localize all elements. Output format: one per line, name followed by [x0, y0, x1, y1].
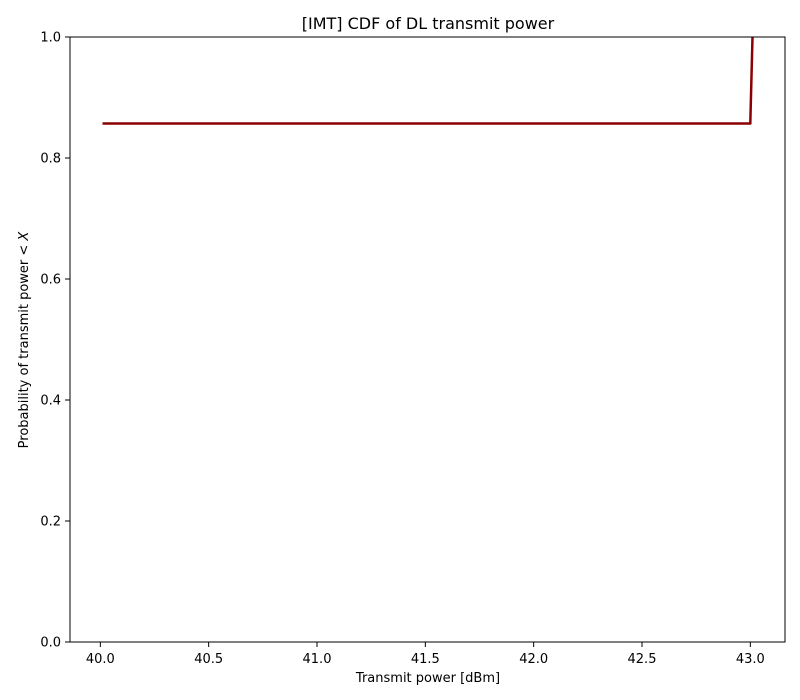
- y-axis-label: Probability of transmit power < X: [17, 231, 32, 449]
- x-tick-label: 40.5: [194, 652, 223, 667]
- y-tick-label: 0.4: [40, 394, 61, 409]
- y-tick-label: 0.8: [40, 152, 61, 167]
- x-tick-label: 40.0: [86, 652, 115, 667]
- x-axis-ticks: 40.0 40.5 41.0 41.5 42.0 42.5 43.0: [86, 642, 765, 667]
- y-tick-label: 0.0: [40, 636, 61, 651]
- y-axis-label-variable: X: [17, 231, 32, 242]
- plot-area: [102, 36, 754, 125]
- y-tick-label: 0.6: [40, 273, 61, 288]
- x-axis-label: Transmit power [dBm]: [355, 671, 500, 686]
- x-tick-label: 41.5: [411, 652, 440, 667]
- y-axis-ticks: 0.0 0.2 0.4 0.6 0.8 1.0: [40, 31, 70, 651]
- y-tick-label: 1.0: [40, 31, 61, 46]
- x-tick-label: 43.0: [736, 652, 765, 667]
- plot-frame: [69, 36, 786, 643]
- y-axis-label-text: Probability of transmit power <: [17, 241, 32, 449]
- chart-title: [IMT] CDF of DL transmit power: [302, 14, 555, 33]
- x-tick-label: 42.5: [628, 652, 657, 667]
- x-tick-label: 41.0: [303, 652, 332, 667]
- x-tick-label: 42.0: [519, 652, 548, 667]
- cdf-series-line: [102, 36, 754, 125]
- y-tick-label: 0.2: [40, 515, 61, 530]
